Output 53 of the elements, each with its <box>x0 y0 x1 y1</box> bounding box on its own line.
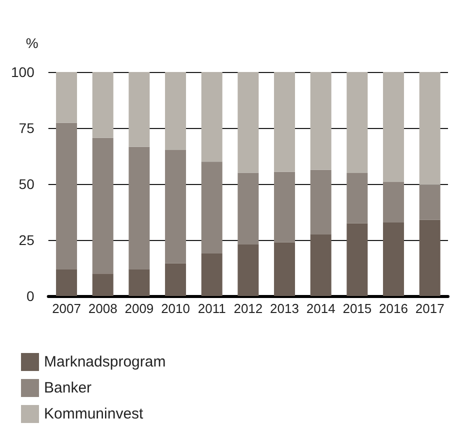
bar <box>56 269 78 296</box>
y-tick-label: 100 <box>11 64 35 80</box>
x-tick-label: 2017 <box>415 301 444 316</box>
bar <box>346 223 368 296</box>
y-tick-label: 25 <box>18 232 35 248</box>
bar <box>165 263 186 296</box>
bar <box>383 222 404 296</box>
bar <box>92 72 114 138</box>
x-tick-label: 2011 <box>198 301 226 316</box>
x-tick-label: 2009 <box>124 301 154 316</box>
legend-label: Banker <box>44 380 92 396</box>
legend-label: Kommuninvest <box>44 406 144 422</box>
x-tick-label: 2010 <box>161 301 190 316</box>
bar <box>419 184 440 220</box>
x-tick-label: 2014 <box>306 301 336 316</box>
bar <box>383 72 404 182</box>
bar <box>419 72 440 185</box>
bar <box>201 162 222 254</box>
legend-label: Marknadsprogram <box>44 354 166 370</box>
bar <box>383 182 404 222</box>
bar <box>346 72 368 174</box>
bar <box>56 122 78 270</box>
bar <box>238 72 259 173</box>
bar <box>56 72 78 123</box>
y-tick-label: 0 <box>26 288 35 304</box>
bar <box>92 274 114 296</box>
x-tick-label: 2007 <box>52 301 81 316</box>
bar <box>128 146 150 270</box>
bar <box>165 72 186 150</box>
x-tick-label: 2013 <box>270 301 299 316</box>
bar <box>346 173 368 224</box>
x-tick-label: 2012 <box>234 301 263 316</box>
x-tick-label: 2016 <box>379 301 408 316</box>
bar <box>92 138 114 274</box>
bar <box>274 172 296 242</box>
bar <box>274 242 296 296</box>
bar <box>128 269 150 296</box>
bar <box>201 253 222 296</box>
bar <box>128 72 150 147</box>
x-tick-label: 2008 <box>88 301 118 316</box>
y-tick-label: 75 <box>18 120 35 136</box>
bar <box>238 172 259 244</box>
bar <box>310 170 332 234</box>
y-axis-title: % <box>26 35 38 51</box>
bar <box>310 72 332 170</box>
bar <box>274 72 296 172</box>
bar <box>238 244 259 296</box>
x-tick-label: 2015 <box>342 301 372 316</box>
y-tick-label: 50 <box>18 176 35 192</box>
bar <box>165 150 186 264</box>
bar <box>419 220 440 296</box>
bar <box>310 234 332 296</box>
bar <box>201 72 222 162</box>
